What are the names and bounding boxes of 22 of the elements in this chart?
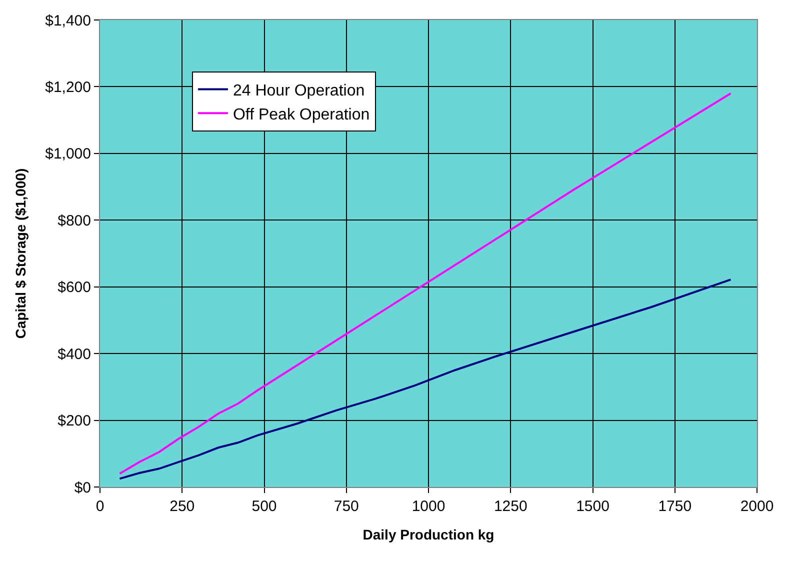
y-tick-label: $600 — [58, 279, 91, 296]
x-tick-label: 500 — [252, 498, 277, 515]
y-tick-label: $1,200 — [45, 78, 91, 96]
legend-label: 24 Hour Operation — [232, 82, 365, 100]
y-tick-label: $400 — [58, 346, 91, 363]
x-tick-label: 1500 — [576, 498, 610, 515]
x-tick-label: 750 — [334, 498, 359, 515]
y-tick-label: $800 — [58, 212, 91, 230]
x-tick-label: 250 — [170, 498, 195, 515]
x-tick-label: 1250 — [494, 498, 528, 515]
x-tick-label: 2000 — [740, 498, 774, 515]
legend-label: Off Peak Operation — [232, 106, 370, 124]
y-axis-title: Capital $ Storage ($1,000) — [12, 168, 29, 339]
line-series — [118, 278, 732, 480]
y-tick-label: $1,400 — [45, 12, 91, 30]
x-axis-title: Daily Production kg — [362, 526, 494, 542]
y-tick-label: $200 — [58, 412, 91, 430]
y-tick-label: $1,000 — [45, 146, 91, 163]
y-tick-label: $0 — [74, 479, 91, 496]
x-tick-label: 1000 — [412, 498, 446, 515]
x-tick-label: 0 — [96, 498, 104, 515]
x-tick-label: 1750 — [658, 498, 692, 515]
